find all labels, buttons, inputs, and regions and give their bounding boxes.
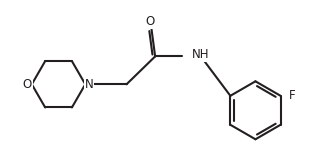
Text: F: F bbox=[289, 89, 295, 102]
Text: NH: NH bbox=[192, 48, 209, 62]
Text: O: O bbox=[145, 15, 154, 28]
Text: O: O bbox=[23, 78, 32, 91]
Text: N: N bbox=[85, 78, 93, 91]
